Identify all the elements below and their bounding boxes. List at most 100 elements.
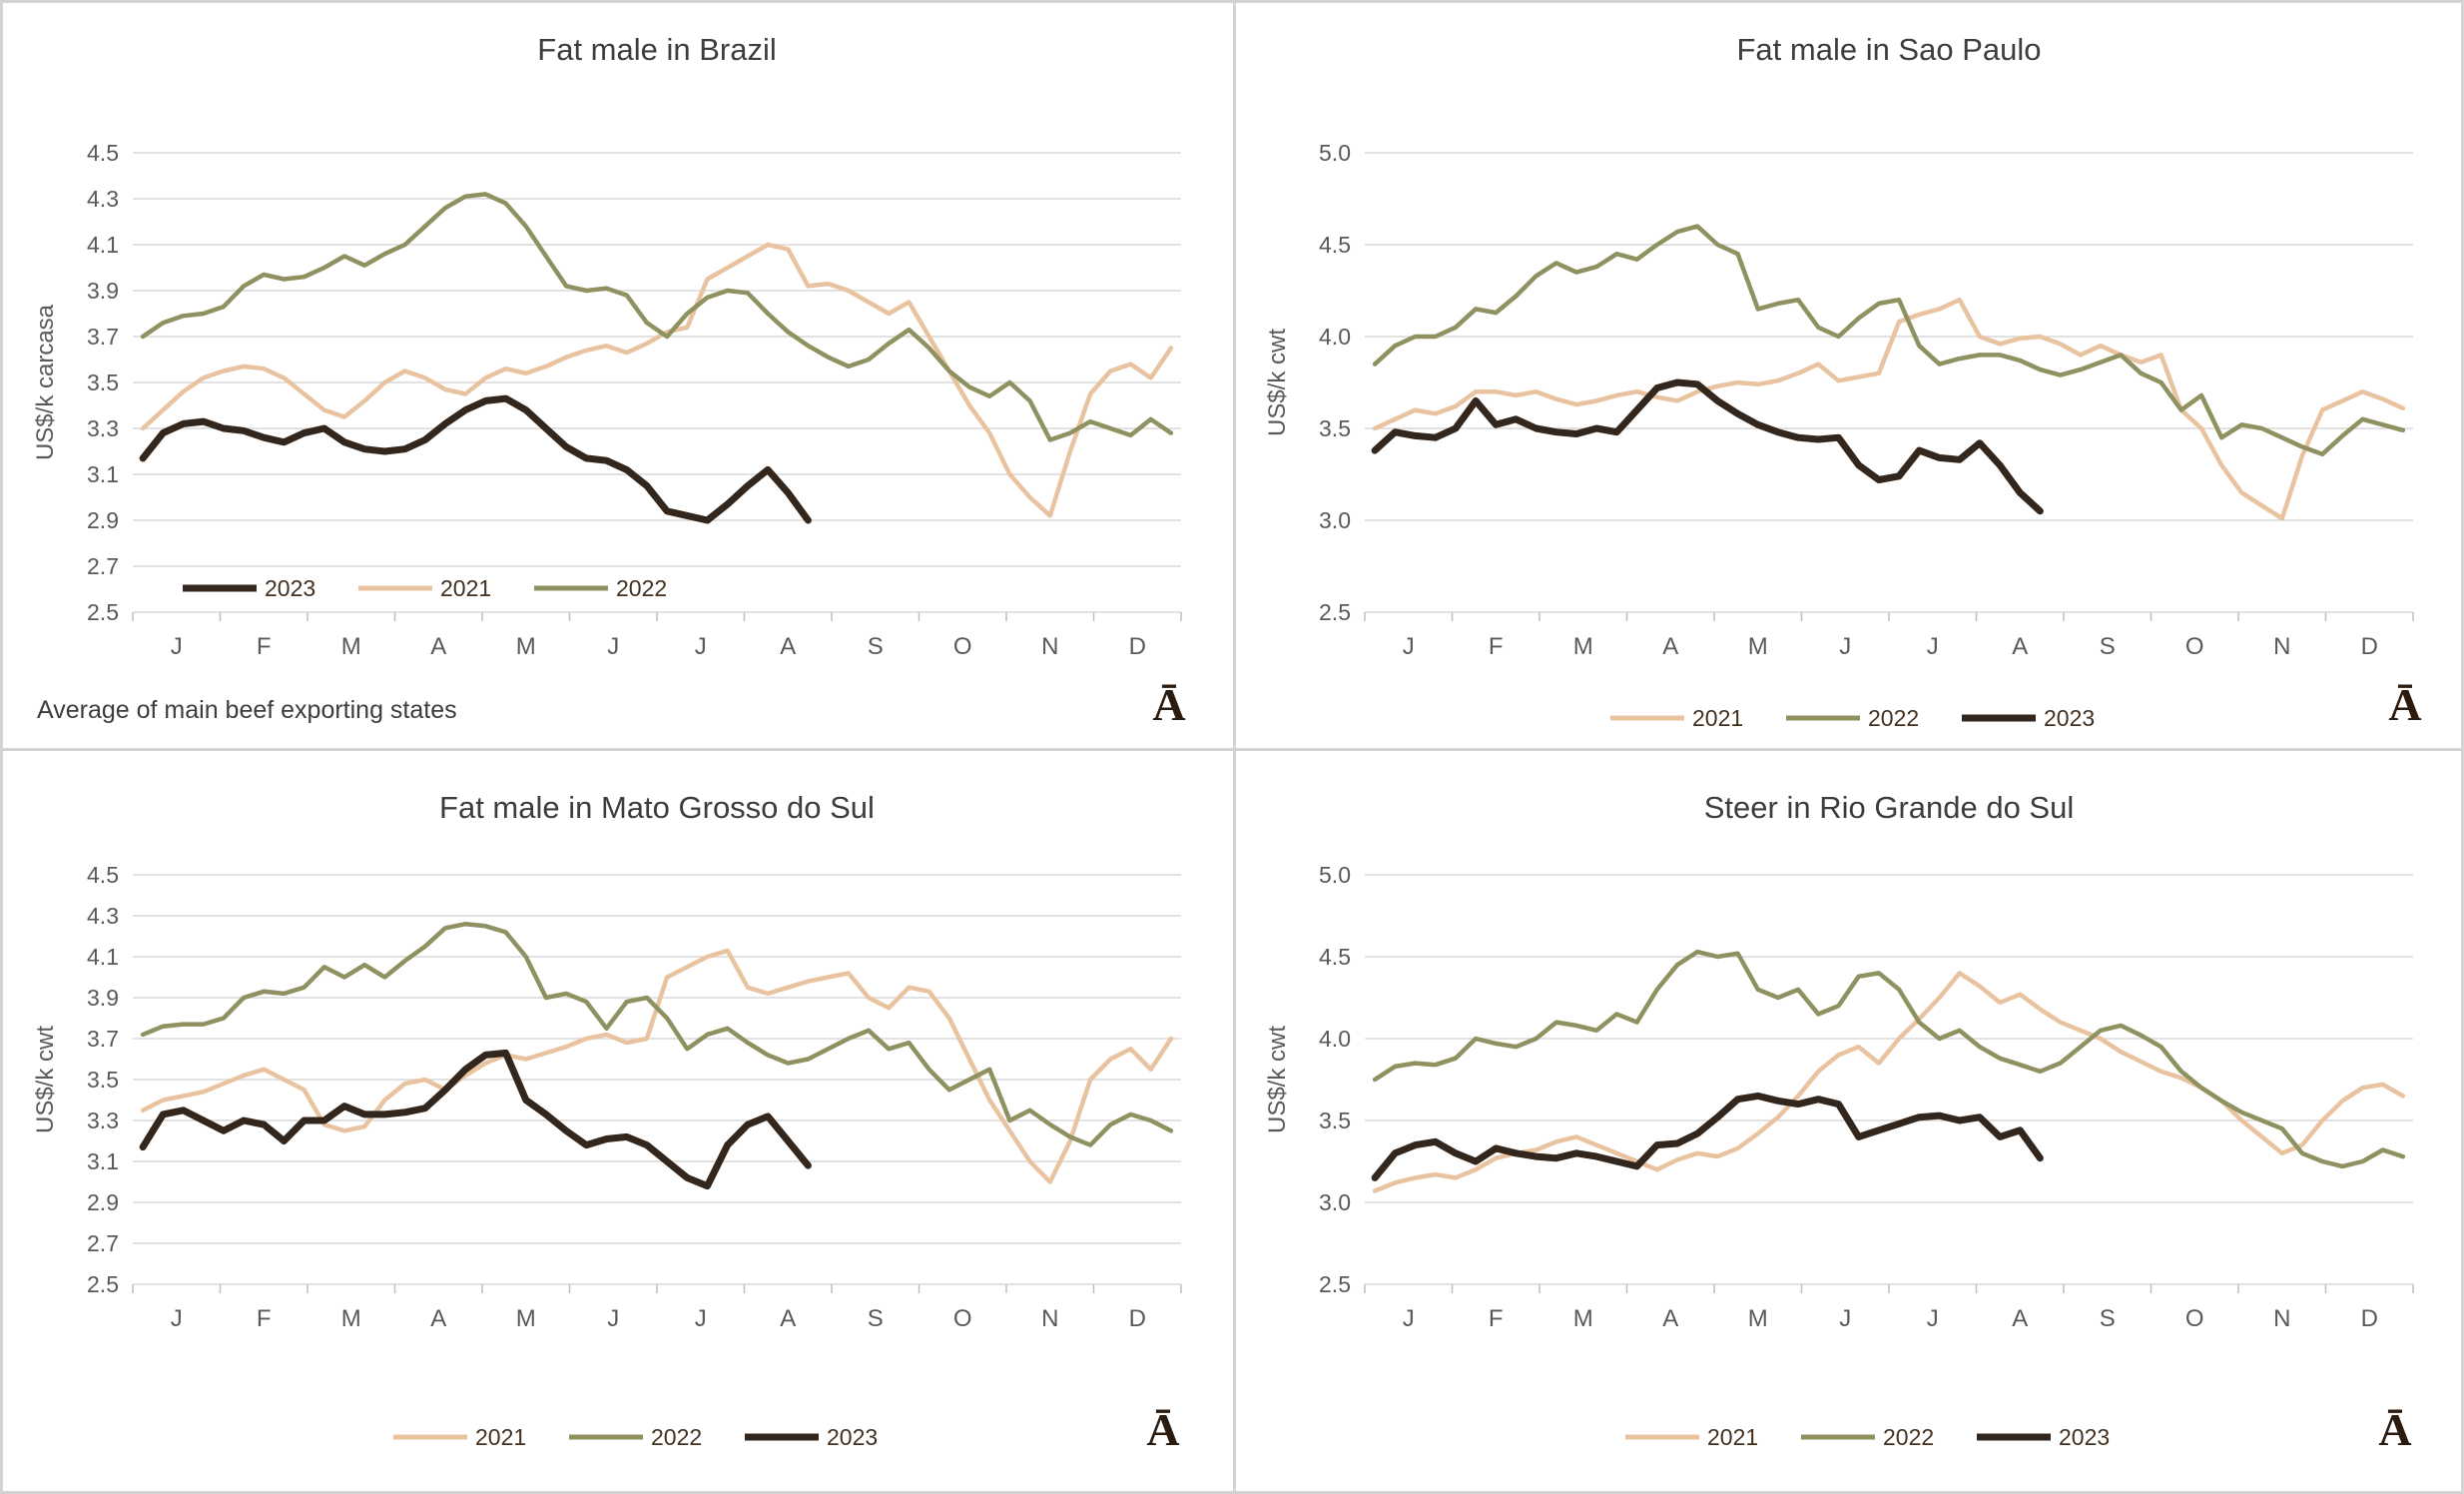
y-tick-label: 4.1	[87, 232, 119, 258]
legend-label-2023: 2023	[2044, 705, 2095, 731]
y-tick-label: 2.5	[1319, 1271, 1351, 1297]
y-axis-title: US$/k cwt	[1264, 329, 1291, 436]
series-line-2021	[1372, 971, 2406, 1193]
x-month-label: N	[2273, 1305, 2290, 1332]
x-month-label: M	[1573, 633, 1593, 660]
series-line-2023	[139, 394, 812, 524]
y-tick-label: 3.5	[1319, 1108, 1351, 1133]
legend-label-2023: 2023	[827, 1424, 878, 1450]
logo-glyph: Ā	[1152, 679, 1185, 730]
y-tick-label: 3.7	[87, 1026, 119, 1052]
y-tick-label: 4.5	[87, 862, 119, 888]
y-tick-label: 5.0	[1319, 862, 1351, 888]
legend-label-2023: 2023	[265, 575, 315, 601]
y-tick-label: 3.9	[87, 985, 119, 1011]
y-tick-label: 3.0	[1319, 507, 1351, 533]
x-month-label: S	[868, 633, 884, 660]
series-line-2023	[1371, 1092, 2044, 1181]
plot-fat-male-mato-grosso: 4.5 4.3 4.1 3.9 3.7 3.5 3.3 3.1 2.9 2.7 2.5 J F M A M J J…	[32, 790, 1182, 1455]
x-month-label: J	[1927, 633, 1939, 660]
plot-generated-layer: 4.5 4.3 4.1 3.9 3.7 3.5 3.3 3.1 2.9 2.7 2.5 J F M A M J J…	[87, 862, 1182, 1450]
x-month-label: N	[2273, 633, 2290, 660]
x-month-label: J	[607, 633, 619, 660]
series-line-2022	[1372, 224, 2406, 457]
x-month-label: A	[2012, 1305, 2028, 1332]
x-month-label: M	[341, 633, 361, 660]
y-tick-label: 3.5	[87, 370, 119, 395]
x-month-label: M	[341, 1305, 361, 1332]
x-month-label: N	[1041, 1305, 1058, 1332]
x-month-label: S	[2100, 633, 2116, 660]
series-line-2022	[1372, 949, 2406, 1169]
y-tick-label: 4.0	[1319, 1026, 1351, 1052]
x-month-label: O	[953, 633, 972, 660]
series-line-2022	[140, 192, 1174, 442]
chart-footnote: Average of main beef exporting states	[37, 696, 457, 724]
plot-steer-rio-grande: 5.0 4.5 4.0 3.5 3.0 2.5 J F M A M J J A S O N D 2021 2022 20…	[1264, 790, 2414, 1455]
x-month-label: M	[516, 633, 536, 660]
y-tick-label: 3.9	[87, 278, 119, 304]
y-tick-label: 2.5	[87, 599, 119, 625]
x-month-label: J	[1839, 633, 1851, 660]
x-month-label: M	[1748, 633, 1768, 660]
x-month-label: O	[953, 1305, 972, 1332]
y-tick-label: 4.0	[1319, 324, 1351, 350]
x-month-label: J	[1927, 1305, 1939, 1332]
x-month-label: A	[1662, 1305, 1678, 1332]
logo-glyph: Ā	[2388, 679, 2421, 730]
plot-fat-male-brazil: 4.5 4.3 4.1 3.9 3.7 3.5 3.3 3.1 2.9 2.7 2.5 J F M A M J J…	[32, 32, 1186, 730]
y-tick-label: 2.7	[87, 1230, 119, 1256]
chart-panel-brazil: 4.5 4.3 4.1 3.9 3.7 3.5 3.3 3.1 2.9 2.7 2.5 J F M A M J J…	[3, 3, 1235, 750]
series-line-2021	[140, 948, 1174, 1184]
x-month-label: A	[430, 633, 446, 660]
chart-panel-sao-paulo: 5.0 4.5 4.0 3.5 3.0 2.5 J F M A M J J A S O N D 2021 2022 20…	[1235, 3, 2461, 750]
x-month-label: J	[695, 1305, 707, 1332]
x-month-label: J	[1839, 1305, 1851, 1332]
x-month-label: J	[171, 633, 183, 660]
x-month-label: M	[1748, 1305, 1768, 1332]
logo-glyph: Ā	[1146, 1404, 1179, 1455]
x-month-label: D	[1129, 1305, 1146, 1332]
legend-label-2021: 2021	[440, 575, 491, 601]
series-line-2023	[1371, 378, 2044, 515]
chart-title: Fat male in Sao Paulo	[1736, 32, 2041, 67]
x-month-label: J	[171, 1305, 183, 1332]
panel-divider-vertical	[1233, 3, 1236, 1491]
x-month-label: F	[1489, 1305, 1504, 1332]
y-tick-label: 4.1	[87, 944, 119, 970]
y-axis-title: US$/k cwt	[1264, 1026, 1291, 1133]
plot-generated-layer: 5.0 4.5 4.0 3.5 3.0 2.5 J F M A M J J A S O N D 2021 2022 20…	[1319, 140, 2414, 731]
x-month-label: A	[430, 1305, 446, 1332]
chart-title: Steer in Rio Grande do Sul	[1704, 790, 2075, 825]
chart-title: Fat male in Brazil	[537, 32, 776, 67]
y-axis-title: US$/k cwt	[32, 1026, 59, 1133]
y-tick-label: 5.0	[1319, 140, 1351, 166]
x-month-label: F	[1489, 633, 1504, 660]
x-month-label: D	[2361, 1305, 2378, 1332]
y-tick-label: 2.9	[87, 1189, 119, 1215]
y-tick-label: 2.5	[1319, 599, 1351, 625]
legend-label-2022: 2022	[616, 575, 667, 601]
y-tick-label: 3.1	[87, 461, 119, 487]
x-month-label: A	[1662, 633, 1678, 660]
x-month-label: N	[1041, 633, 1058, 660]
series-line-2021	[1372, 297, 2406, 521]
legend-label-2022: 2022	[1883, 1424, 1934, 1450]
x-month-label: F	[257, 633, 272, 660]
plot-fat-male-sao-paulo: 5.0 4.5 4.0 3.5 3.0 2.5 J F M A M J J A S O N D 2021 2022 20…	[1264, 32, 2422, 731]
panel-divider-horizontal	[3, 748, 2461, 751]
legend-label-2022: 2022	[651, 1424, 702, 1450]
legend-label-2021: 2021	[1692, 705, 1743, 731]
y-tick-label: 2.7	[87, 553, 119, 579]
x-month-label: D	[2361, 633, 2378, 660]
legend-label-2021: 2021	[1707, 1424, 1758, 1450]
legend-label-2021: 2021	[475, 1424, 526, 1450]
series-line-2022	[140, 921, 1174, 1147]
x-month-label: O	[2185, 633, 2204, 660]
legend-label-2023: 2023	[2059, 1424, 2110, 1450]
x-month-label: D	[1129, 633, 1146, 660]
series-line-2023	[139, 1049, 812, 1190]
x-month-label: F	[257, 1305, 272, 1332]
chart-title: Fat male in Mato Grosso do Sul	[439, 790, 875, 825]
